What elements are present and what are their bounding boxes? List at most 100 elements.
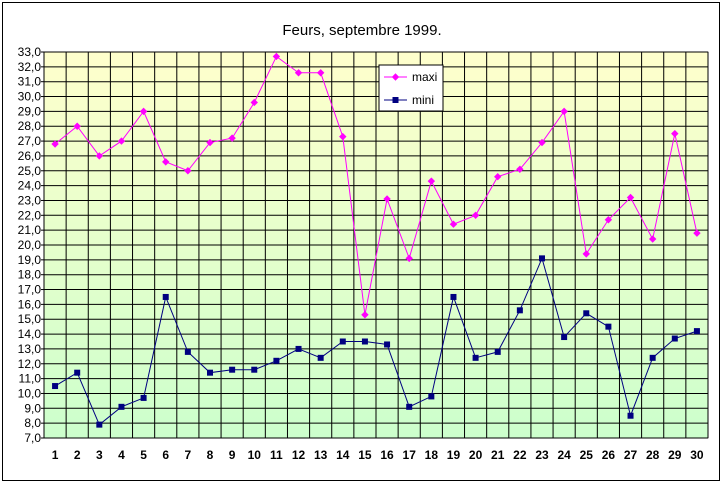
x-tick-label: 10 [248,448,262,462]
data-point-mini [561,334,568,341]
legend-marker-mini [392,97,399,103]
x-tick-label: 6 [162,448,169,462]
data-point-mini [649,354,656,361]
series-line-maxi [54,55,698,315]
data-point-maxi [516,165,524,173]
data-point-mini [140,394,147,401]
data-point-mini [184,348,191,355]
y-tick-label: 12,0 [18,357,42,371]
data-point-mini [361,338,368,345]
data-point-mini [516,307,523,314]
y-tick-label: 20,0 [18,238,42,252]
data-point-mini [295,345,302,352]
y-tick-label: 25,0 [18,164,42,178]
data-point-maxi [117,137,126,145]
data-point-mini [539,255,545,262]
x-tick-label: 7 [185,448,192,462]
data-point-maxi [228,134,236,142]
data-point-maxi [693,229,701,237]
data-point-maxi [51,140,59,148]
data-point-maxi [184,167,192,175]
x-tick-label: 29 [668,448,682,462]
y-tick-label: 10,0 [18,386,42,400]
y-tick-label: 8,0 [24,416,41,430]
y-tick-label: 17,0 [18,283,42,297]
data-point-maxi [95,152,104,160]
x-tick-label: 5 [140,448,147,462]
y-tick-label: 23,0 [18,193,42,207]
data-point-maxi [73,122,81,130]
x-tick-label: 1 [52,448,59,462]
x-axis-ticks: 1 2 3 4 5 6 7 8 9 10 11 12 13 14 15 16 17 18 19 20 21 22 23 24 2… [52,448,704,462]
y-tick-label: 32,0 [18,60,42,74]
data-point-mini [583,310,590,317]
data-point-maxi [206,138,214,147]
data-point-mini [317,354,324,361]
x-tick-label: 26 [602,448,616,462]
data-point-maxi [471,211,480,220]
data-point-mini [339,338,346,345]
y-tick-label: 21,0 [18,223,42,237]
y-tick-label: 7,0 [24,431,41,445]
y-tick-label: 11,0 [19,372,42,386]
data-point-maxi [671,129,679,138]
y-tick-label: 13,0 [18,342,42,356]
data-point-mini [450,293,457,300]
series-layer [51,52,701,428]
data-point-maxi [139,107,148,116]
data-point-maxi [494,173,502,181]
data-point-mini [384,341,391,348]
legend-box [378,64,444,112]
series-line-mini [54,256,698,426]
x-tick-label: 9 [229,448,236,462]
y-tick-label: 27,0 [18,134,42,148]
x-tick-label: 16 [380,448,394,462]
legend-label-mini: mini [412,93,434,107]
data-point-mini [627,412,634,419]
data-point-mini [494,348,501,355]
data-point-maxi [162,158,170,166]
y-tick-label: 26,0 [18,149,42,163]
data-point-maxi [339,132,347,141]
x-tick-label: 21 [491,448,505,462]
y-tick-label: 31,0 [18,75,42,89]
data-point-mini [229,366,236,373]
data-point-maxi [405,254,413,263]
x-tick-label: 28 [646,448,660,462]
legend-label-maxi: maxi [412,70,437,84]
x-tick-label: 25 [580,448,594,462]
x-tick-label: 17 [403,448,417,462]
x-tick-label: 30 [690,448,704,462]
legend-marker-point [391,73,400,81]
data-point-mini [671,335,678,342]
x-tick-label: 18 [425,448,439,462]
data-point-maxi [427,177,436,185]
data-point-maxi [250,98,258,107]
data-point-mini [162,293,169,300]
data-point-maxi [383,195,391,203]
data-point-maxi [449,220,458,228]
data-point-mini [96,421,103,428]
data-point-maxi [294,69,303,77]
x-tick-label: 19 [447,448,461,462]
y-tick-label: 29,0 [18,104,42,118]
data-point-mini [52,383,59,390]
data-point-maxi [604,216,613,224]
x-tick-label: 27 [624,448,638,462]
data-point-mini [74,369,81,376]
x-tick-label: 3 [96,448,103,462]
legend-marker-point [392,97,399,103]
data-point-maxi [582,250,590,258]
y-tick-label: 30,0 [18,90,42,104]
x-tick-label: 22 [513,448,527,462]
y-tick-label: 16,0 [18,297,42,311]
data-point-maxi [361,311,369,319]
data-point-mini [251,366,258,373]
x-tick-label: 4 [118,448,125,462]
x-tick-label: 8 [207,448,214,462]
x-tick-label: 13 [314,448,328,462]
legend: maxi mini [378,64,444,112]
y-tick-label: 15,0 [18,312,42,326]
chart-title: Feurs, septembre 1999. [282,22,441,39]
